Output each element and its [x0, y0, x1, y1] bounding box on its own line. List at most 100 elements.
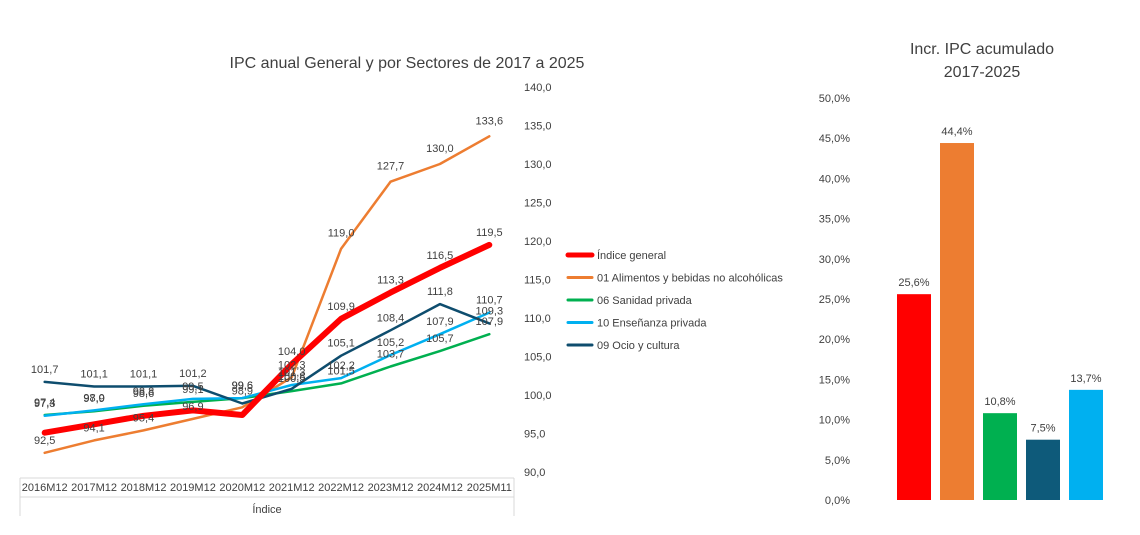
line-chart-title: IPC anual General y por Sectores de 2017… [230, 55, 585, 72]
bar-value-label: 25,6% [898, 277, 929, 289]
data-label: 92,5 [34, 435, 55, 447]
data-label: 119,0 [328, 228, 355, 240]
series-line-2 [43, 135, 491, 455]
data-label: 104,0 [278, 346, 306, 358]
data-label: 97,9 [83, 393, 104, 405]
bar-y-tick-label: 30,0% [819, 254, 850, 266]
data-label: 103,7 [377, 349, 405, 361]
line-y-tick-label: 135,0 [524, 121, 552, 133]
legend-label: 09 Ocio y cultura [597, 340, 680, 352]
bar [1069, 389, 1103, 500]
bar-y-tick-label: 5,0% [825, 455, 850, 467]
line-y-tick-label: 140,0 [524, 82, 552, 94]
series-line-4 [43, 311, 491, 418]
bar-value-label: 10,8% [984, 396, 1015, 408]
data-label: 113,3 [377, 275, 404, 287]
bar-y-tick-label: 45,0% [819, 133, 850, 145]
bar-y-tick-label: 50,0% [819, 93, 850, 105]
data-label: 101,2 [179, 368, 207, 380]
data-label: 127,7 [377, 161, 405, 173]
x-category-label: 2024M12 [417, 482, 463, 494]
line-y-tick-label: 105,0 [524, 352, 552, 364]
data-label: 98,9 [232, 385, 253, 397]
x-category-label: 2017M12 [71, 482, 117, 494]
data-label: 99,5 [182, 381, 203, 393]
legend-label: Índice general [597, 249, 666, 262]
x-category-label: 2022M12 [318, 482, 364, 494]
bar-value-label: 44,4% [941, 126, 972, 138]
data-label: 107,9 [476, 316, 504, 328]
series-line-3 [43, 332, 491, 417]
bar [983, 413, 1017, 500]
data-label: 97,4 [34, 397, 55, 409]
data-label: 101,7 [31, 364, 59, 376]
data-label: 108,4 [377, 312, 405, 324]
series-line-1 [41, 241, 493, 436]
data-label: 105,2 [377, 337, 405, 349]
data-label: 107,9 [426, 316, 454, 328]
x-category-label: 2021M12 [269, 482, 315, 494]
bar-y-tick-label: 40,0% [819, 173, 850, 185]
data-label: 98,0 [83, 392, 104, 404]
data-label: 109,9 [327, 301, 355, 313]
data-label: 109,3 [476, 305, 504, 317]
bar-y-tick-label: 20,0% [819, 334, 850, 346]
data-label: 119,5 [476, 227, 503, 239]
data-label: 101,5 [327, 365, 355, 377]
bar-value-label: 13,7% [1070, 373, 1101, 385]
data-label: 105,7 [426, 333, 454, 345]
bar-y-tick-label: 15,0% [819, 374, 850, 386]
data-label: 94,1 [83, 422, 104, 434]
line-y-tick-label: 90,0 [524, 467, 545, 479]
legend-label: 10 Enseñanza privada [597, 318, 707, 330]
data-label: 100,5 [278, 373, 306, 385]
data-label: 105,1 [327, 338, 355, 350]
bar-value-label: 7,5% [1030, 423, 1055, 435]
legend-label: 06 Sanidad privada [597, 295, 693, 307]
bar [940, 143, 974, 501]
line-y-tick-label: 95,0 [524, 429, 545, 441]
bar-y-tick-label: 10,0% [819, 415, 850, 427]
x-category-label: 2016M12 [22, 482, 68, 494]
x-category-label: 2019M12 [170, 482, 216, 494]
legend-label: 01 Alimentos y bebidas no alcohólicas [597, 273, 783, 285]
x-category-label: 2020M12 [219, 482, 265, 494]
data-label: 110,7 [476, 295, 503, 307]
data-label: 102,2 [327, 360, 355, 372]
x-category-label: 2025M11 [467, 482, 512, 494]
line-y-tick-label: 125,0 [524, 198, 552, 210]
data-label: 130,0 [426, 143, 454, 155]
data-label: 99,6 [232, 380, 253, 392]
bar-y-tick-label: 25,0% [819, 294, 850, 306]
data-label: 100,8 [278, 371, 306, 383]
data-label: 101,1 [130, 369, 158, 381]
bar-y-tick-label: 0,0% [825, 495, 850, 507]
bar [897, 294, 931, 500]
data-label: 101,1 [80, 369, 108, 381]
x-category-label: 2018M12 [121, 482, 167, 494]
bar-chart-title-line-1: Incr. IPC acumulado [910, 41, 1054, 58]
x-axis-title: Índice [252, 503, 281, 516]
data-label: 111,8 [427, 286, 453, 298]
data-label: 99,6 [232, 380, 253, 392]
bar-y-tick-label: 35,0% [819, 214, 850, 226]
line-y-tick-label: 130,0 [524, 159, 552, 171]
data-label: 97,3 [34, 398, 55, 410]
data-label: 98,8 [133, 386, 154, 398]
bar-chart-title-line-2: 2017-2025 [944, 64, 1021, 81]
x-category-label: 2023M12 [368, 482, 414, 494]
line-y-tick-label: 115,0 [524, 275, 551, 287]
line-y-tick-label: 100,0 [524, 390, 552, 402]
line-y-tick-label: 120,0 [524, 236, 552, 248]
line-y-tick-label: 110,0 [524, 313, 551, 325]
data-label: 101,3 [278, 367, 306, 379]
series-line-5 [43, 302, 491, 405]
bar [1026, 439, 1060, 500]
data-label: 102,3 [278, 359, 306, 371]
data-label: 98,6 [133, 388, 154, 400]
data-label: 96,9 [182, 401, 203, 413]
data-label: 133,6 [476, 115, 504, 127]
data-label: 116,5 [427, 250, 454, 262]
